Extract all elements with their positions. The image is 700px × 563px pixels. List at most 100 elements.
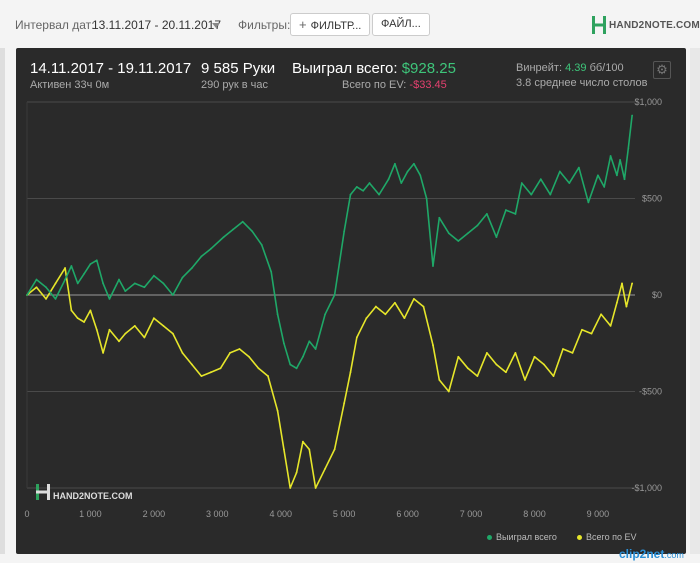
data-point-won: [587, 201, 590, 204]
data-point-ev: [70, 309, 73, 312]
y-tick-label: $1,000: [634, 97, 662, 107]
clip2net-watermark: clip2net.com: [619, 547, 684, 561]
data-point-ev: [631, 282, 634, 285]
data-point-ev: [143, 336, 146, 339]
hand2note-watermark-icon: [36, 484, 50, 500]
data-point-ev: [257, 367, 260, 370]
data-point-won: [466, 232, 469, 235]
x-tick-label: 1 000: [79, 509, 102, 519]
data-point-ev: [403, 317, 406, 320]
data-point-ev: [124, 332, 127, 335]
data-point-ev: [171, 332, 174, 335]
date-range-selector[interactable]: 13.11.2017 - 20.11.2017: [92, 18, 221, 32]
graph-panel: [16, 48, 686, 554]
right-edge: [690, 48, 700, 554]
file-button[interactable]: ФАЙЛ...: [372, 13, 430, 36]
data-point-won: [76, 282, 79, 285]
data-point-ev: [609, 324, 612, 327]
legend-item-won[interactable]: Выиграл всего: [487, 532, 557, 542]
series-line-ev: [26, 267, 633, 489]
data-point-won: [210, 247, 212, 250]
total-ev-label: Всего по EV:: [342, 79, 407, 91]
x-tick-label: 2 000: [143, 509, 166, 519]
period-text: 14.11.2017 - 19.11.2017: [30, 60, 192, 77]
data-point-ev: [438, 379, 441, 381]
data-point-ev: [133, 324, 136, 327]
data-point-ev: [333, 448, 336, 451]
data-point-won: [133, 282, 136, 285]
data-point-ev: [621, 282, 623, 285]
clip2net-suffix: .com: [664, 550, 684, 560]
data-point-ev: [45, 297, 47, 300]
winrate: Винрейт: 4.39 бб/100: [516, 62, 624, 74]
data-point-ev: [616, 301, 618, 304]
data-point-won: [108, 297, 111, 300]
data-point-won: [162, 282, 165, 285]
data-point-won: [124, 290, 127, 293]
x-tick-label: 8 000: [523, 509, 546, 519]
data-point-ev: [200, 375, 203, 377]
data-point-won: [289, 363, 292, 366]
total-won: Выиграл всего: $928.25: [292, 60, 456, 77]
x-tick-label: 7 000: [460, 509, 483, 519]
data-point-won: [241, 220, 244, 223]
total-won-label: Выиграл всего:: [292, 60, 398, 77]
data-point-won: [102, 282, 105, 285]
data-point-ev: [289, 487, 292, 489]
plus-icon: +: [299, 17, 307, 32]
data-point-won: [276, 313, 279, 316]
filter-button[interactable]: + ФИЛЬТР...: [290, 13, 371, 36]
data-point-won: [64, 278, 66, 281]
data-point-ev: [432, 344, 434, 347]
data-point-won: [616, 174, 618, 177]
hands-count: 9 585 Руки: [201, 60, 276, 77]
data-point-won: [603, 186, 606, 188]
data-point-ev: [571, 352, 574, 354]
data-point-won: [505, 209, 507, 211]
data-point-won: [45, 286, 47, 289]
data-point-won: [260, 243, 263, 246]
data-point-ev: [302, 440, 304, 443]
data-point-ev: [343, 402, 346, 404]
chevron-down-icon[interactable]: [212, 23, 220, 28]
data-point-ev: [102, 352, 105, 354]
data-point-won: [568, 182, 571, 184]
data-point-won: [308, 340, 311, 343]
left-edge: [0, 48, 5, 554]
data-point-won: [447, 232, 450, 235]
data-point-won: [413, 162, 415, 165]
watermark-text: HAND2NOTE.COM: [53, 490, 133, 501]
data-point-won: [400, 182, 403, 184]
legend-item-ev[interactable]: Всего по EV: [577, 532, 636, 542]
data-point-ev: [324, 467, 327, 470]
data-point-ev: [476, 375, 479, 377]
data-point-won: [368, 182, 371, 184]
filter-button-label: ФИЛЬТР...: [310, 20, 362, 32]
data-point-ev: [229, 352, 231, 354]
x-tick-label: 4 000: [269, 509, 292, 519]
y-axis-ticks: $1,000 $500 $0 -$500 -$1,000: [631, 97, 662, 493]
data-point-ev: [349, 371, 352, 374]
legend-swatch-won: [487, 535, 492, 541]
data-point-won: [539, 178, 542, 181]
data-point-won: [596, 174, 599, 177]
data-point-won: [232, 228, 235, 231]
data-point-ev: [457, 355, 460, 358]
total-ev: Всего по EV: -$33.45: [342, 79, 447, 91]
gear-icon[interactable]: ⚙: [653, 61, 671, 79]
data-point-ev: [295, 471, 298, 474]
data-point-ev: [191, 363, 193, 366]
y-tick-label: -$500: [639, 387, 662, 397]
active-time: Активен 33ч 0м: [30, 79, 110, 91]
data-point-won: [577, 166, 580, 169]
data-point-won: [222, 236, 225, 239]
data-point-ev: [314, 487, 317, 489]
data-point-won: [302, 355, 304, 358]
legend-swatch-ev: [577, 535, 582, 541]
data-point-won: [295, 367, 298, 370]
data-point-won: [83, 272, 85, 275]
legend-label-ev: Всего по EV: [586, 532, 637, 542]
data-point-ev: [210, 371, 212, 374]
data-point-ev: [485, 352, 488, 354]
data-point-won: [355, 186, 358, 188]
